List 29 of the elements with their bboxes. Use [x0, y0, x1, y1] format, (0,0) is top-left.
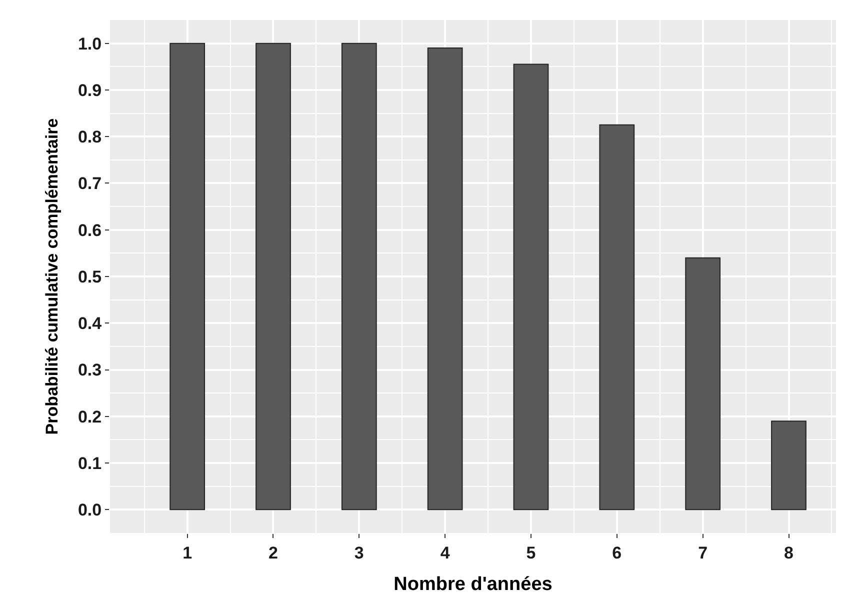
y-tick-label: 1.0: [78, 34, 102, 54]
y-tick-label: 0.1: [78, 454, 102, 473]
y-tick-label: 0.0: [78, 500, 102, 520]
bar: [341, 42, 377, 510]
x-tick-label: 4: [440, 543, 450, 562]
x-tick-label: 5: [526, 543, 536, 562]
x-axis-title: Nombre d'années: [394, 574, 552, 596]
bar: [599, 124, 635, 510]
x-tick-label: 6: [612, 543, 622, 562]
bar: [513, 64, 549, 510]
y-tick-label: 0.9: [78, 80, 102, 100]
y-tick-label: 0.5: [78, 267, 102, 286]
x-tick-label: 3: [354, 543, 364, 562]
y-tick-label: 0.7: [78, 174, 102, 194]
x-tick-label: 1: [182, 543, 192, 562]
x-tick-label: 8: [784, 543, 794, 562]
y-tick-label: 0.4: [78, 314, 102, 334]
x-tick-label: 2: [268, 543, 278, 562]
bar: [256, 42, 291, 510]
y-tick-label: 0.6: [78, 220, 102, 240]
bar: [685, 257, 721, 510]
x-tick-label: 7: [698, 543, 708, 562]
y-tick-label: 0.2: [78, 407, 102, 426]
bar: [170, 42, 206, 510]
y-tick-label: 0.8: [78, 128, 102, 147]
bar: [427, 47, 463, 510]
y-tick-label: 0.3: [78, 360, 102, 380]
y-axis-title: Probabilité cumulative complémentaire: [42, 118, 62, 435]
bar: [771, 420, 806, 510]
